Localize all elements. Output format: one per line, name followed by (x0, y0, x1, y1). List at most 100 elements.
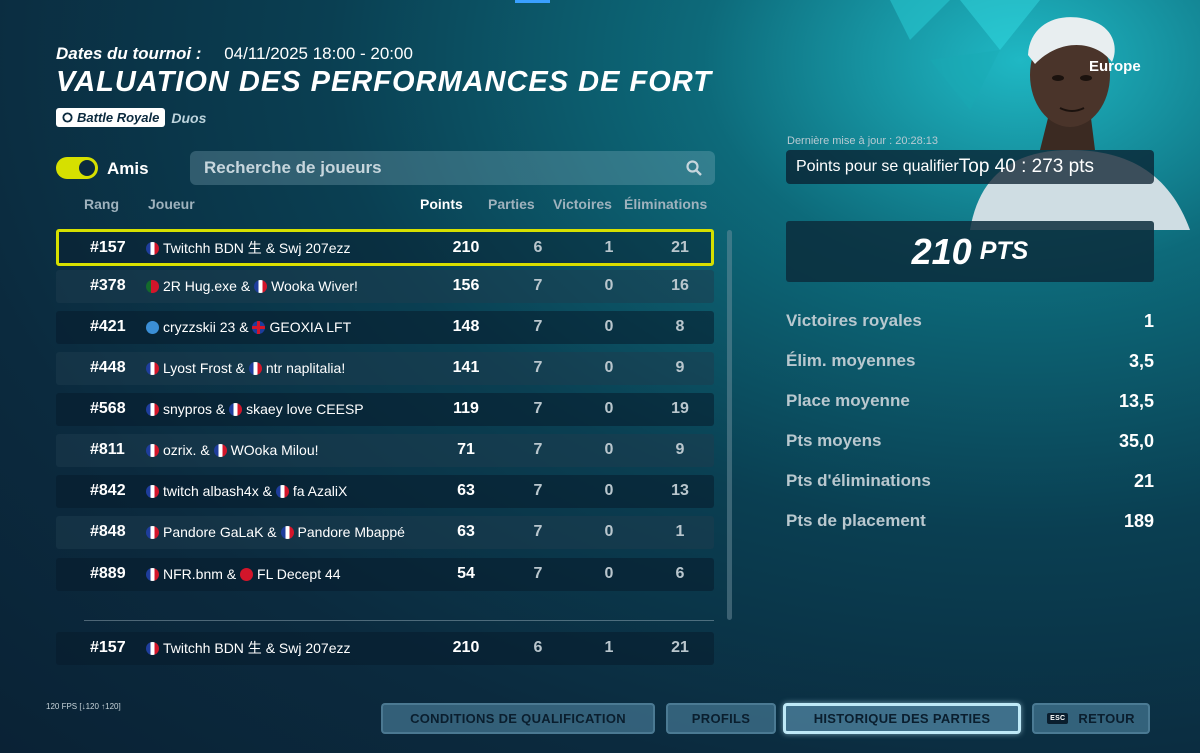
qualification-conditions-button[interactable]: CONDITIONS DE QUALIFICATION (381, 703, 655, 734)
row-games: 7 (533, 318, 543, 335)
col-elims[interactable]: Éliminations (624, 196, 708, 212)
self-row[interactable]: #157 Twitchh BDN 生 & Swj 207ezz 210 6 1 … (56, 632, 714, 665)
row-rank: #848 (90, 523, 126, 540)
flag-icon (248, 362, 262, 375)
flag-icon (146, 242, 159, 255)
row-points: 148 (452, 318, 480, 335)
player-name-1: ozrix. & (163, 442, 214, 458)
row-rank: #889 (90, 565, 126, 582)
toggle-knob (79, 160, 95, 176)
stat-value: 189 (1123, 511, 1154, 531)
dates-value: 04/11/2025 18:00 - 20:00 (224, 44, 413, 63)
stat-label: Élim. moyennes (786, 351, 916, 370)
flag-icon (240, 568, 254, 581)
scrollbar[interactable] (727, 230, 732, 620)
stat-label: Pts de placement (786, 511, 926, 530)
stat-row: Pts moyens 35,0 (786, 431, 1154, 451)
stat-value: 35,0 (1118, 431, 1154, 451)
trophy-icon (62, 112, 73, 123)
row-points: 63 (457, 523, 475, 540)
row-player: ozrix. & WOoka Milou! (146, 443, 411, 458)
table-row[interactable]: #378 2R Hug.exe & Wooka Wiver! 156 7 0 16 (56, 270, 714, 303)
row-elims: 19 (671, 400, 689, 417)
self-wins: 1 (604, 639, 614, 656)
qualify-label: Points pour se qualifier (796, 158, 959, 175)
player-name-1: 2R Hug.exe & (163, 278, 255, 294)
search-input[interactable] (202, 157, 646, 179)
row-player: Pandore GaLaK & Pandore Mbappé (146, 525, 411, 540)
match-history-button[interactable]: HISTORIQUE DES PARTIES (783, 703, 1021, 734)
dates-label: Dates du tournoi : (56, 44, 202, 63)
row-rank: #842 (90, 482, 126, 499)
player-name-2: GEOXIA LFT (269, 319, 352, 335)
self-rank: #157 (90, 639, 126, 656)
row-points: 54 (457, 565, 475, 582)
player-name-2: FL Decept 44 (257, 566, 341, 582)
col-player: Joueur (148, 196, 195, 212)
tournament-dates: Dates du tournoi : 04/11/2025 18:00 - 20… (56, 44, 413, 64)
row-player: snypros & skaey love CEESP (146, 402, 411, 417)
player-name-1: twitch albash4x & (163, 483, 276, 499)
mode-badge: Battle Royale (56, 108, 166, 127)
flag-icon (146, 526, 159, 539)
stat-value: 13,5 (1118, 391, 1154, 411)
player-name-2: WOoka Milou! (230, 442, 319, 458)
player-name-1: Pandore GaLaK & (163, 524, 281, 540)
qualify-box: Points pour se qualifier Top 40 : 273 pts (786, 150, 1154, 184)
self-player: Twitchh BDN 生 & Swj 207ezz (146, 641, 411, 656)
player-name-1: snypros & (163, 401, 230, 417)
flag-icon (280, 526, 294, 539)
mode-type: Duos (171, 109, 207, 126)
col-wins[interactable]: Victoires (553, 196, 612, 212)
stat-row: Place moyenne 13,5 (786, 391, 1154, 411)
row-games: 7 (533, 482, 543, 499)
row-points: 119 (453, 400, 479, 417)
flag-icon (254, 280, 268, 293)
table-row[interactable]: #568 snypros & skaey love CEESP 119 7 0 19 (56, 393, 714, 426)
flag-icon (213, 444, 227, 457)
player-search[interactable] (190, 151, 715, 185)
row-games: 7 (533, 277, 543, 294)
search-icon[interactable] (685, 159, 703, 177)
row-player: 2R Hug.exe & Wooka Wiver! (146, 279, 411, 294)
row-elims: 21 (671, 239, 689, 256)
table-row[interactable]: #848 Pandore GaLaK & Pandore Mbappé 63 7 0 1 (56, 516, 714, 549)
row-wins: 1 (604, 239, 614, 256)
row-rank: #568 (90, 400, 126, 417)
table-row[interactable]: #811 ozrix. & WOoka Milou! 71 7 0 9 (56, 434, 714, 467)
stat-value: 3,5 (1128, 351, 1154, 371)
total-points: 210 PTS (786, 221, 1154, 282)
row-rank: #378 (90, 277, 126, 294)
table-row[interactable]: #448 Lyost Frost & ntr naplitalia! 141 7 0 9 (56, 352, 714, 385)
col-points[interactable]: Points (420, 196, 463, 212)
row-player: cryzzskii 23 & GEOXIA LFT (146, 320, 411, 335)
profiles-button[interactable]: PROFILS (666, 703, 776, 734)
row-games: 7 (533, 565, 543, 582)
row-elims: 8 (675, 318, 685, 335)
row-elims: 13 (671, 482, 689, 499)
player-name-2: ntr naplitalia! (265, 360, 346, 376)
friends-toggle[interactable] (56, 157, 98, 179)
fps-counter: 120 FPS [↓120 ↑120] (46, 702, 121, 711)
row-points: 156 (452, 277, 480, 294)
back-button[interactable]: ESC RETOUR (1032, 703, 1150, 734)
last-updated: Dernière mise à jour : 20:28:13 (787, 135, 939, 147)
row-player: Lyost Frost & ntr naplitalia! (146, 361, 411, 376)
row-wins: 0 (604, 359, 614, 376)
stat-label: Victoires royales (786, 311, 922, 330)
row-elims: 9 (675, 441, 685, 458)
region-label: Europe (1089, 58, 1141, 75)
row-rank: #811 (90, 441, 125, 458)
col-rank: Rang (84, 196, 119, 212)
table-row[interactable]: #421 cryzzskii 23 & GEOXIA LFT 148 7 0 8 (56, 311, 714, 344)
row-wins: 0 (604, 441, 614, 458)
self-player-name: Twitchh BDN 生 & Swj 207ezz (163, 640, 351, 656)
table-row[interactable]: #157 Twitchh BDN 生 & Swj 207ezz 210 6 1 21 (56, 229, 714, 266)
self-games: 6 (533, 639, 543, 656)
table-row[interactable]: #842 twitch albash4x & fa AzaliX 63 7 0 13 (56, 475, 714, 508)
row-elims: 1 (675, 523, 685, 540)
row-wins: 0 (604, 565, 614, 582)
flag-icon (146, 403, 159, 416)
table-row[interactable]: #889 NFR.bnm & FL Decept 44 54 7 0 6 (56, 558, 714, 591)
col-games[interactable]: Parties (488, 196, 535, 212)
